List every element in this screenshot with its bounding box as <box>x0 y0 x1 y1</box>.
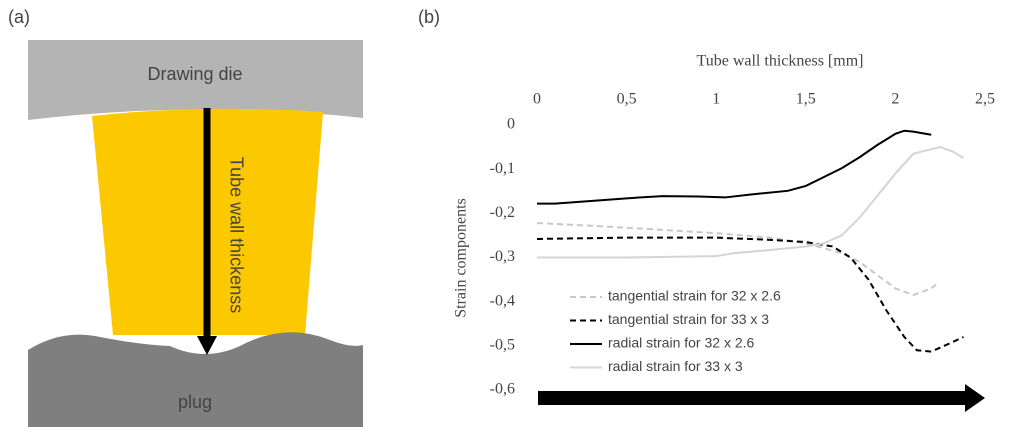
figure: (a) Drawing die Tube wall thickenss plug… <box>0 0 1016 427</box>
y-tick-label: -0,6 <box>490 381 515 398</box>
x-axis-title: Tube wall thickness [mm] <box>697 53 864 70</box>
y-tick-label: -0,1 <box>490 160 515 177</box>
x-tick-label: 2 <box>891 91 899 108</box>
legend-label: radial strain for 33 x 3 <box>608 358 743 374</box>
panel-label: (a) <box>8 7 30 27</box>
x-tick-label: 0 <box>533 91 541 108</box>
legend-label: radial strain for 32 x 2.6 <box>608 335 755 351</box>
y-tick-label: -0,3 <box>490 248 515 265</box>
arrow-head <box>197 336 217 355</box>
y-axis-title: Strain components <box>453 198 470 318</box>
thickness-label: Tube wall thickenss <box>226 157 246 313</box>
panel-label: (b) <box>418 7 440 27</box>
y-tick-label: 0 <box>507 116 515 133</box>
x-tick-label: 1 <box>712 91 720 108</box>
plug-label: plug <box>178 392 212 412</box>
x-tick-label: 0,5 <box>617 91 637 108</box>
legend-label: tangential strain for 32 x 2.6 <box>608 288 781 304</box>
plug-shape <box>28 332 363 427</box>
y-tick-label: -0,2 <box>490 204 515 221</box>
legend-label: tangential strain for 33 x 3 <box>608 311 769 327</box>
die-label: Drawing die <box>147 64 242 84</box>
y-tick-label: -0,4 <box>490 292 515 309</box>
direction-arrow <box>538 384 985 412</box>
x-tick-label: 2,5 <box>975 91 995 108</box>
x-tick-label: 1,5 <box>796 91 816 108</box>
series-line <box>537 223 937 295</box>
series-line <box>537 147 963 257</box>
y-tick-label: -0,5 <box>490 337 515 354</box>
panel-a: (a) Drawing die Tube wall thickenss plug <box>8 7 363 427</box>
series-line <box>537 131 931 204</box>
panel-b: (b) Tube wall thickness [mm] Strain comp… <box>418 7 995 412</box>
